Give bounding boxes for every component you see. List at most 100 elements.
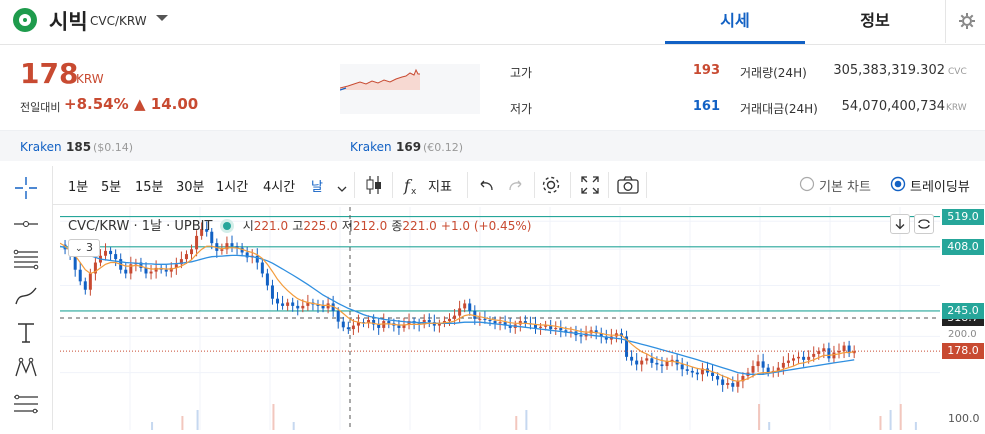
candle-body (169, 267, 173, 272)
legend-high: 225.0 (303, 219, 338, 233)
reset-chart-icon[interactable] (914, 214, 934, 234)
tab-info[interactable]: 정보 (860, 11, 890, 30)
candle-body (453, 315, 457, 319)
candle-body (731, 383, 735, 387)
price-chart[interactable]: 519.0 408.0 318.7 245.0 200.0 178.0 100.… (59, 207, 985, 430)
candle-body (225, 243, 229, 250)
candle-body (655, 362, 659, 365)
legend-open-label: 시 (242, 219, 254, 233)
candle-body (210, 231, 214, 244)
candle-body (356, 322, 360, 326)
fib-tool-icon[interactable] (12, 390, 40, 418)
chart-settings-gear-icon[interactable] (538, 172, 564, 198)
crosshair-tool-icon[interactable] (12, 174, 40, 202)
chart-legend: CVC/KRW · 1날 · UPBIT 시221.0 고225.0 저212.… (68, 215, 531, 234)
candle-body (397, 325, 401, 328)
timeframe-15m[interactable]: 15분 (135, 180, 164, 195)
candle-body (402, 324, 406, 328)
candle-body (463, 303, 467, 309)
candle-body (129, 264, 133, 274)
tab-quote[interactable]: 시세 (665, 0, 805, 44)
candle-body (367, 319, 371, 324)
timeframe-1m[interactable]: 1분 (68, 180, 89, 195)
tradingview-label[interactable]: 트레이딩뷰 (910, 180, 970, 195)
candle-body (579, 335, 583, 337)
candle-body (533, 324, 537, 328)
legend-status-dot-icon (222, 222, 231, 230)
candle-body (544, 325, 548, 327)
trend-line-tool-icon[interactable] (12, 210, 40, 238)
timeframe-30m[interactable]: 30분 (176, 180, 205, 195)
candle-body (640, 360, 644, 365)
undo-icon[interactable] (474, 172, 500, 198)
timeframe-5m[interactable]: 5분 (101, 180, 122, 195)
volume-bar (879, 416, 882, 430)
level-label-408: 408.0 (942, 238, 984, 255)
brush-tool-icon[interactable] (12, 282, 40, 310)
candle-body (483, 318, 487, 320)
timeframe-4h[interactable]: 4시간 (263, 180, 296, 195)
toolbar-divider (608, 172, 609, 198)
toolbar-divider (534, 172, 535, 198)
change-amount: ▲ 14.00 (134, 95, 199, 113)
candle-body (351, 325, 355, 330)
level-label-245: 245.0 (942, 302, 984, 319)
candle-body (802, 356, 806, 360)
radio-basic-chart[interactable] (799, 176, 815, 196)
candle-body (523, 321, 527, 324)
candle-style-icon[interactable] (361, 172, 387, 198)
candle-body (437, 323, 441, 326)
candle-body (73, 254, 77, 270)
candle-body (660, 364, 664, 367)
redo-icon[interactable] (502, 172, 528, 198)
volume-bar (899, 404, 902, 430)
candle-body (756, 361, 760, 367)
candle-body (625, 336, 629, 357)
volume-bar (272, 404, 275, 430)
coin-pair: CVC/KRW (90, 14, 147, 28)
legend-low: 212.0 (352, 219, 388, 233)
candle-body (448, 318, 452, 322)
price-chart-svg[interactable] (59, 207, 985, 430)
scroll-to-end-icon[interactable] (890, 214, 910, 234)
legend-open: 221.0 (253, 219, 289, 233)
legend-close: 221.0 (402, 219, 437, 233)
pattern-tool-icon[interactable] (12, 354, 40, 382)
snapshot-camera-icon[interactable] (615, 172, 641, 198)
candle-body (650, 358, 654, 363)
candle-body (296, 305, 300, 309)
candle-body (559, 327, 563, 331)
high-value: 193 (692, 63, 720, 78)
volume-bar (768, 422, 771, 430)
candle-body (786, 360, 790, 363)
candle-body (200, 229, 204, 236)
indicator-label[interactable]: 지표 (428, 180, 452, 195)
timeframe-1h[interactable]: 1시간 (216, 180, 249, 195)
timeframe-chevron-down-icon[interactable] (336, 179, 348, 198)
candle-body (255, 255, 259, 263)
radio-tradingview[interactable] (890, 176, 906, 196)
candle-body (104, 250, 108, 256)
coin-selector-chevron-down-icon[interactable] (155, 12, 169, 26)
toolbar-divider (354, 172, 355, 198)
horizontal-lines-tool-icon[interactable] (12, 246, 40, 274)
candle-body (154, 267, 158, 272)
text-tool-icon[interactable] (12, 318, 40, 346)
kraken-exchange-link[interactable]: Kraken (350, 140, 392, 154)
candle-body (766, 367, 770, 373)
candle-body (594, 330, 598, 334)
candle-body (377, 324, 381, 328)
settings-gear-icon[interactable] (945, 0, 985, 43)
kraken-exchange-link[interactable]: Kraken (20, 140, 62, 154)
indicator-collapse-toggle[interactable]: ⌄ 3 (68, 239, 100, 257)
timeframe-1d[interactable]: 날 (311, 180, 323, 195)
candle-body (468, 303, 472, 311)
kraken-usd-price: 185 (66, 140, 92, 154)
candle-body (700, 368, 704, 375)
fullscreen-icon[interactable] (577, 172, 603, 198)
candle-body (458, 308, 462, 316)
candle-body (114, 254, 118, 260)
basic-chart-label[interactable]: 기본 차트 (819, 180, 871, 195)
